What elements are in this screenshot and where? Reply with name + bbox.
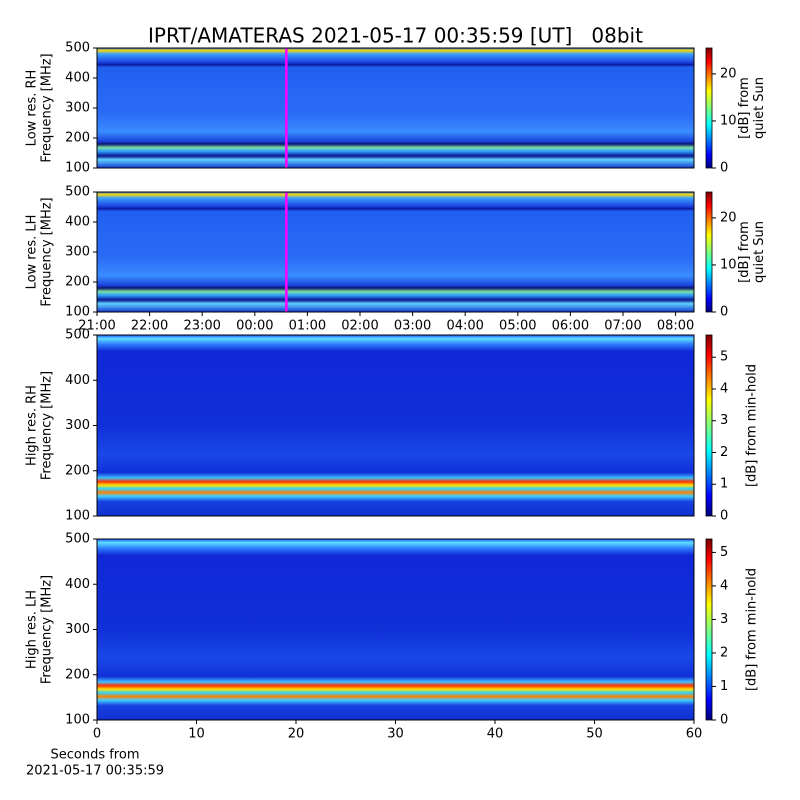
y-tick-label: 300 — [65, 418, 90, 433]
y-tick-label: 400 — [65, 215, 90, 230]
y-tick-label: 100 — [65, 161, 90, 176]
colorbar-tick-label: 3 — [720, 612, 728, 627]
colorbar-tick-label: 20 — [720, 210, 737, 225]
colorbar-tick-label: 5 — [720, 545, 728, 560]
colorbar-tick-label: 2 — [720, 645, 728, 660]
y-axis-label: High res. RH — [25, 385, 40, 466]
y-tick-label: 200 — [65, 275, 90, 290]
y-tick-label: 200 — [65, 131, 90, 146]
x-tick-label: 08:00 — [657, 319, 694, 334]
y-axis-label: Frequency [MHz] — [40, 371, 55, 480]
x-tick-label: 23:00 — [183, 319, 220, 334]
y-tick-label: 100 — [65, 305, 90, 320]
spectrogram — [97, 192, 694, 312]
colorbar-tick-label: 4 — [720, 381, 728, 396]
colorbar-label: [dB] from min-hold — [745, 364, 760, 487]
x-tick-label: 30 — [387, 727, 404, 742]
y-tick-label: 500 — [65, 532, 90, 547]
x-tick-label: 03:00 — [394, 319, 431, 334]
x-tick-label: 02:00 — [341, 319, 378, 334]
y-tick-label: 300 — [65, 622, 90, 637]
y-tick-label: 300 — [65, 101, 90, 116]
y-axis-label: Frequency [MHz] — [40, 197, 55, 306]
x-tick-label: 00:00 — [236, 319, 273, 334]
x-tick-label: 21:00 — [78, 319, 115, 334]
colorbar — [705, 334, 713, 517]
x-tick-label: 01:00 — [289, 319, 326, 334]
x-tick-label: 40 — [487, 727, 504, 742]
colorbar-tick-label: 10 — [720, 113, 737, 128]
y-axis-label: Frequency [MHz] — [40, 575, 55, 684]
colorbar-tick-label: 10 — [720, 257, 737, 272]
x-tick-label: 0 — [93, 727, 101, 742]
colorbar-tick-label: 4 — [720, 578, 728, 593]
x-tick-label: 04:00 — [446, 319, 483, 334]
colorbar-tick-label: 3 — [720, 413, 728, 428]
colorbar — [705, 191, 713, 313]
x-tick-label: 60 — [686, 727, 703, 742]
y-tick-label: 200 — [65, 463, 90, 478]
colorbar-tick-label: 1 — [720, 679, 728, 694]
y-tick-label: 500 — [65, 41, 90, 56]
colorbar-label: [dB] from — [737, 77, 752, 139]
colorbar-tick-label: 0 — [720, 161, 728, 176]
y-axis-label: Frequency [MHz] — [40, 53, 55, 162]
spectrogram — [97, 335, 694, 516]
spectrogram — [97, 539, 694, 720]
x-tick-label: 06:00 — [552, 319, 589, 334]
colorbar-label: [dB] from min-hold — [745, 568, 760, 691]
colorbar-label: quiet Sun — [752, 221, 767, 283]
y-tick-label: 300 — [65, 245, 90, 260]
colorbar-tick-label: 0 — [720, 713, 728, 728]
y-tick-label: 400 — [65, 71, 90, 86]
x-tick-label: 07:00 — [604, 319, 641, 334]
colorbar-tick-label: 20 — [720, 66, 737, 81]
y-axis-label: High res. LH — [25, 590, 40, 669]
y-axis-label: Low res. LH — [25, 215, 40, 290]
x-tick-label: 50 — [586, 727, 603, 742]
colorbar-label: quiet Sun — [752, 77, 767, 139]
colorbar-tick-label: 0 — [720, 509, 728, 524]
y-axis-label: Low res. RH — [25, 70, 40, 147]
y-tick-label: 400 — [65, 373, 90, 388]
colorbar-tick-label: 0 — [720, 305, 728, 320]
y-tick-label: 500 — [65, 185, 90, 200]
x-tick-label: 22:00 — [131, 319, 168, 334]
x-axis-label: 2021-05-17 00:35:59 — [26, 764, 164, 779]
x-tick-label: 05:00 — [499, 319, 536, 334]
spectrogram — [97, 48, 694, 168]
colorbar-tick-label: 2 — [720, 445, 728, 460]
chart-title: IPRT/AMATERAS 2021-05-17 00:35:59 [UT] 0… — [148, 24, 643, 48]
y-tick-label: 400 — [65, 577, 90, 592]
y-tick-label: 100 — [65, 713, 90, 728]
colorbar-tick-label: 5 — [720, 350, 728, 365]
y-tick-label: 200 — [65, 667, 90, 682]
y-tick-label: 500 — [65, 328, 90, 343]
colorbar — [705, 538, 713, 721]
x-tick-label: 10 — [188, 727, 205, 742]
x-axis-label: Seconds from — [50, 748, 139, 763]
y-tick-label: 100 — [65, 509, 90, 524]
colorbar — [705, 47, 713, 169]
colorbar-tick-label: 1 — [720, 477, 728, 492]
colorbar-label: [dB] from — [737, 221, 752, 283]
x-tick-label: 20 — [288, 727, 305, 742]
